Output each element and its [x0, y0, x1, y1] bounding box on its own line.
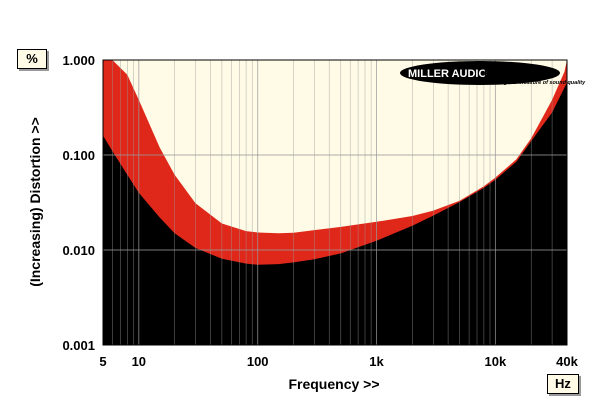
y-tick-label: 0.001 [62, 338, 95, 353]
logo-text-research: RESEARCH [484, 68, 546, 80]
y-unit-label: % [17, 49, 47, 69]
x-unit-label: Hz [547, 374, 579, 394]
logo-tagline: Getting the measure of sound quality [488, 80, 586, 86]
logo-text-main: MILLER AUDIO [408, 68, 487, 80]
x-axis-title: Frequency >> [288, 376, 379, 392]
x-tick-label: 10k [485, 354, 507, 369]
y-axis-title: (Increasing) Distortion >> [27, 117, 43, 287]
x-tick-label: 100 [247, 354, 269, 369]
plot-frame [102, 59, 568, 346]
tick-labels: 5 10 100 1k 10k 40k 1.000 0.100 0.010 0.001 [62, 53, 578, 369]
y-tick-label: 0.100 [62, 148, 95, 163]
x-tick-label: 10 [132, 354, 146, 369]
brand-logo: MILLER AUDIO RESEARCH Getting the measur… [400, 61, 586, 86]
y-tick-label: 1.000 [62, 53, 95, 68]
x-tick-label: 40k [556, 354, 578, 369]
x-tick-label: 1k [369, 354, 384, 369]
x-tick-label: 5 [99, 354, 106, 369]
series-lower-area [103, 82, 567, 345]
series-fills [103, 60, 567, 345]
y-tick-label: 0.010 [62, 243, 95, 258]
